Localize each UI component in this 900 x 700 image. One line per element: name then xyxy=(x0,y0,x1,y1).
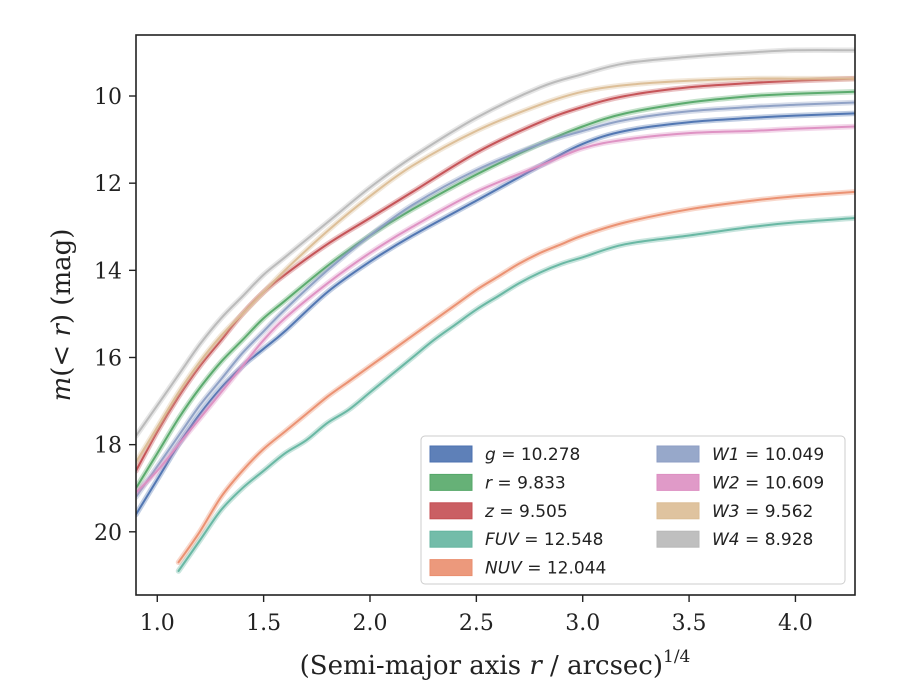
legend-swatch-fuv xyxy=(429,530,473,548)
plot-frame xyxy=(135,34,856,596)
legend-label-w3: W3 = 9.562 xyxy=(712,502,813,522)
y-tick-label: 18 xyxy=(94,434,122,459)
legend-swatch-nuv xyxy=(429,559,473,577)
series-line-w3 xyxy=(136,77,855,464)
series-line-z xyxy=(136,77,855,472)
x-tick-label: 3.0 xyxy=(565,611,600,636)
x-tick-label: 1.5 xyxy=(246,611,281,636)
x-tick-label: 4.0 xyxy=(778,611,813,636)
legend-swatch-w2 xyxy=(656,473,700,491)
y-axis-ticks: 10 12 14 16 18 20 xyxy=(94,85,136,546)
legend-swatch-w3 xyxy=(656,502,700,520)
legend-label-r: r = 9.833 xyxy=(485,473,566,493)
y-tick-label: 14 xyxy=(94,259,122,284)
series-line-w2 xyxy=(136,125,855,494)
x-tick-label: 1.0 xyxy=(140,611,175,636)
legend-swatch-w4 xyxy=(656,530,700,548)
legend-swatch-r xyxy=(429,473,473,491)
x-tick-label: 2.0 xyxy=(352,611,387,636)
legend-swatch-w1 xyxy=(656,445,700,463)
series-line-g xyxy=(136,112,855,516)
series-line-w1 xyxy=(136,101,855,498)
y-tick-label: 12 xyxy=(94,172,122,197)
series-line-w4 xyxy=(136,49,855,437)
legend-label-g: g = 10.278 xyxy=(485,445,580,465)
y-tick-label: 20 xyxy=(94,521,122,546)
legend-label-w2: W2 = 10.609 xyxy=(712,473,824,493)
legend-entries: g = 10.278 r = 9.833 z = 9.505 FUV = 12.548… xyxy=(429,445,824,579)
y-tick-label: 16 xyxy=(94,346,122,371)
legend: g = 10.278 r = 9.833 z = 9.505 FUV = 12.548… xyxy=(420,435,846,585)
y-axis-label: m(< r) (mag) xyxy=(47,229,77,402)
x-tick-label: 3.5 xyxy=(672,611,707,636)
x-axis-ticks: 1.0 1.5 2.0 2.5 3.0 3.5 4.0 xyxy=(140,595,813,636)
x-tick-label: 2.5 xyxy=(459,611,494,636)
series-layer xyxy=(136,47,855,574)
legend-frame xyxy=(420,435,846,585)
x-axis-label: (Semi-major axis r / arcsec)1/4 xyxy=(300,647,691,681)
legend-label-fuv: FUV = 12.548 xyxy=(485,530,603,550)
series-line-nuv xyxy=(177,190,855,564)
legend-label-w4: W4 = 8.928 xyxy=(712,530,813,550)
series-line-fuv xyxy=(177,217,855,572)
legend-label-w1: W1 = 10.049 xyxy=(712,445,824,465)
legend-swatch-z xyxy=(429,502,473,520)
legend-label-z: z = 9.505 xyxy=(484,502,568,522)
legend-swatch-g xyxy=(429,445,473,463)
y-tick-label: 10 xyxy=(94,85,122,110)
legend-label-nuv: NUV = 12.044 xyxy=(485,559,606,579)
